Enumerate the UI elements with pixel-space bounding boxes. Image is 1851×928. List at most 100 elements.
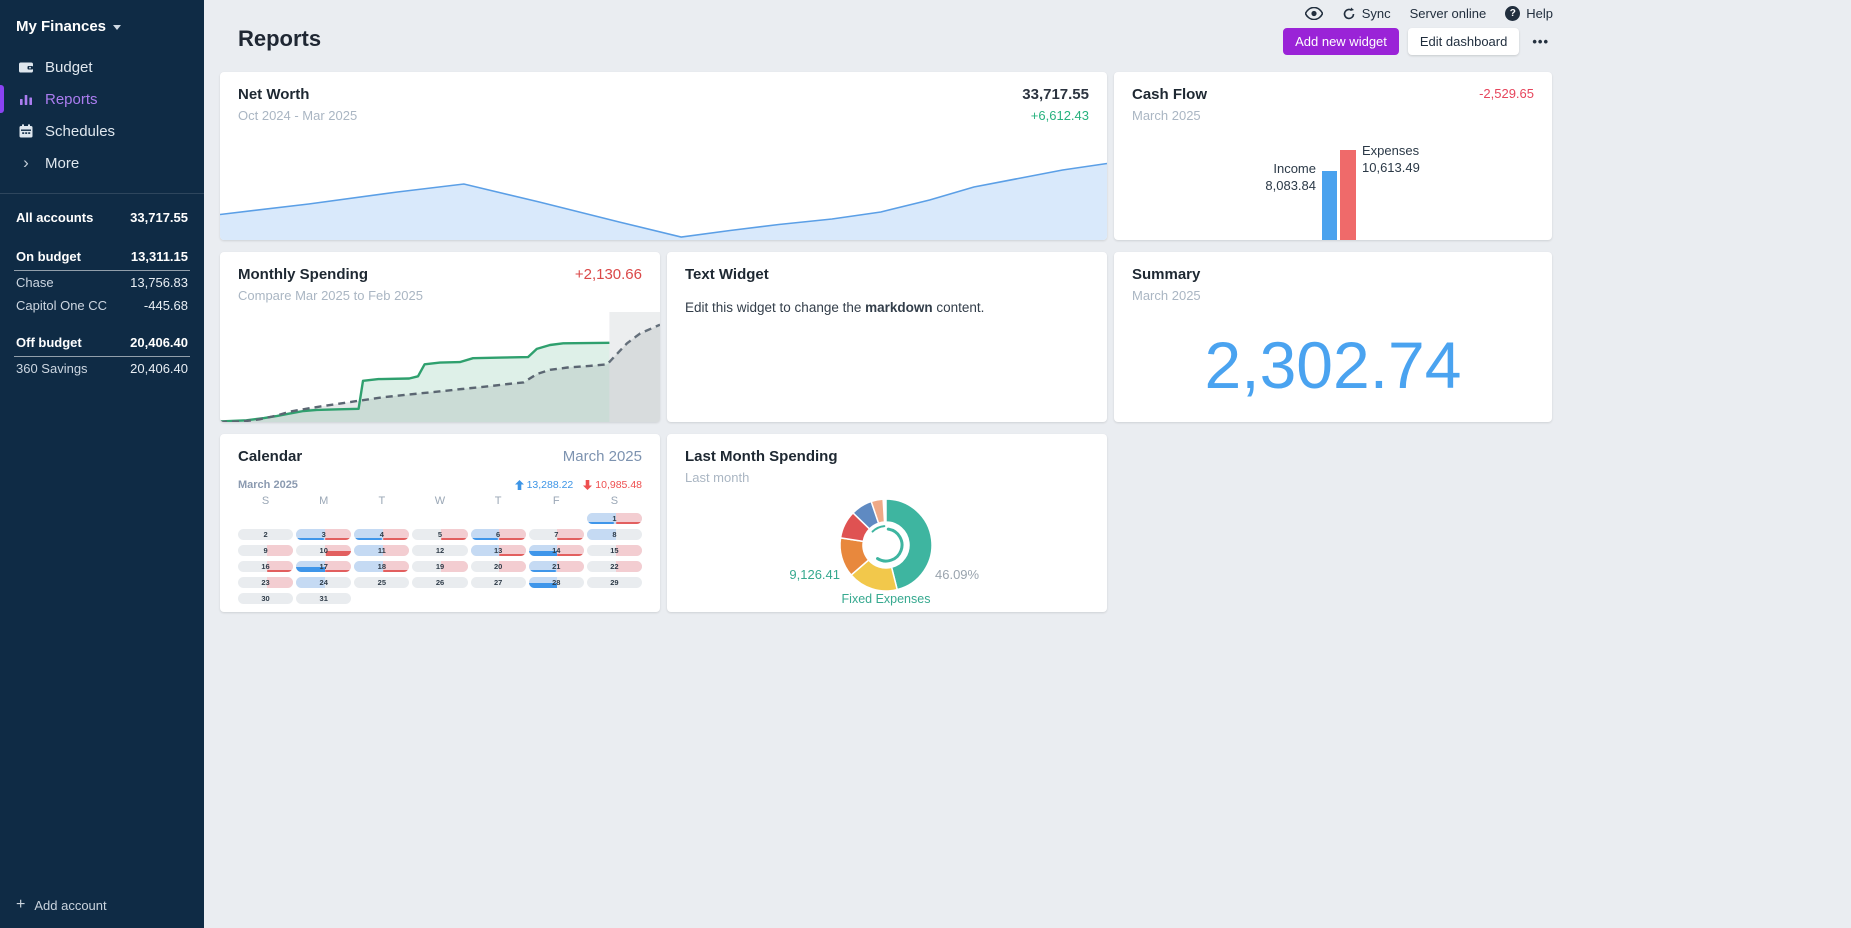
spending-top-percent: 46.09%	[935, 567, 980, 582]
widget-title: Calendar	[238, 448, 303, 465]
day-header: T	[494, 495, 502, 507]
calendar-day-24[interactable]: 24	[296, 577, 352, 588]
monthly-spending-delta: +2,130.66	[574, 266, 642, 283]
day-header: M	[319, 495, 329, 507]
eye-icon	[1304, 7, 1323, 20]
sidebar-item-more[interactable]: › More	[0, 147, 204, 179]
help-button[interactable]: ? Help	[1505, 6, 1553, 21]
calendar-day-1[interactable]: 1	[586, 513, 642, 524]
calendar-icon	[18, 123, 34, 139]
calendar-day-19[interactable]: 19	[412, 561, 468, 572]
sidebar-item-label: More	[45, 154, 80, 172]
accounts-list: All accounts 33,717.55 On budget 13,311.…	[0, 206, 204, 380]
server-status[interactable]: Server online	[1409, 6, 1487, 21]
net-worth-change: +6,612.43	[1030, 108, 1089, 123]
calendar-header: Calendar March 2025	[238, 448, 642, 465]
calendar-grid: 1 2 3 4 5 6 7 8 9 10 11 12 13 14 15 16 17 18 19 20 21 22 23 24 2…	[238, 513, 642, 604]
edit-dashboard-button[interactable]: Edit dashboard	[1407, 28, 1520, 55]
calendar-day-30[interactable]: 30	[238, 593, 294, 604]
calendar-day-29[interactable]: 29	[586, 577, 642, 588]
off-budget-row[interactable]: Off budget 20,406.40	[14, 331, 190, 357]
active-indicator	[0, 85, 4, 113]
net-worth-values: 33,717.55 +6,612.43	[1022, 86, 1089, 123]
summary-widget[interactable]: Summary March 2025 2,302.74	[1114, 252, 1552, 422]
expenses-label: Expenses 10,613.49	[1362, 143, 1420, 175]
caret-down-icon	[113, 25, 122, 30]
widget-title: Monthly Spending	[238, 266, 368, 283]
calendar-expense-total: 10,985.48	[583, 479, 642, 491]
calendar-day-27[interactable]: 27	[470, 577, 526, 588]
add-account-button[interactable]: + Add account	[16, 896, 107, 913]
net-worth-chart	[220, 162, 1107, 240]
sync-button[interactable]: Sync	[1342, 6, 1391, 21]
widget-title: Text Widget	[685, 266, 769, 283]
account-row-capitol-one[interactable]: Capitol One CC -445.68	[16, 298, 188, 313]
more-menu-button[interactable]: •••	[1528, 28, 1553, 55]
calendar-day-11[interactable]: 11	[354, 545, 410, 556]
sidebar-item-schedules[interactable]: Schedules	[0, 115, 204, 147]
widget-title: Summary	[1132, 266, 1201, 283]
sidebar-item-reports[interactable]: Reports	[0, 83, 204, 115]
widget-title: Cash Flow	[1132, 86, 1208, 103]
calendar-day-25[interactable]: 25	[354, 577, 410, 588]
net-worth-widget[interactable]: Net Worth Oct 2024 - Mar 2025 33,717.55 …	[220, 72, 1107, 240]
calendar-day-28[interactable]: 28	[528, 577, 584, 588]
topbar: Sync Server online ? Help	[1304, 6, 1553, 21]
calendar-day-17[interactable]: 17	[296, 561, 352, 572]
calendar-day-16[interactable]: 16	[238, 561, 294, 572]
calendar-widget[interactable]: Calendar March 2025 March 2025 13,288.22…	[220, 434, 660, 612]
day-header: T	[378, 495, 386, 507]
sidebar-divider	[0, 193, 204, 194]
cash-flow-net-value: -2,529.65	[1479, 86, 1534, 101]
last-month-spending-widget[interactable]: Last Month Spending Last month 9,126.41 …	[667, 434, 1107, 612]
calendar-day-21[interactable]: 21	[528, 561, 584, 572]
bar-chart-icon	[18, 91, 34, 107]
calendar-day-5[interactable]: 5	[412, 529, 468, 540]
calendar-subheader: March 2025 13,288.22 10,985.48	[238, 479, 642, 491]
on-budget-row[interactable]: On budget 13,311.15	[14, 245, 190, 271]
sidebar-item-budget[interactable]: Budget	[0, 51, 204, 83]
summary-value: 2,302.74	[1204, 328, 1462, 402]
calendar-day-13[interactable]: 13	[470, 545, 526, 556]
all-accounts-row[interactable]: All accounts 33,717.55	[16, 210, 188, 225]
day-header: S	[261, 495, 270, 507]
calendar-day-12[interactable]: 12	[412, 545, 468, 556]
calendar-day-8[interactable]: 8	[586, 529, 642, 540]
calendar-day-9[interactable]: 9	[238, 545, 294, 556]
cash-flow-widget[interactable]: Cash Flow March 2025 -2,529.65 Income 8,…	[1114, 72, 1552, 240]
widget-title: Last Month Spending	[685, 448, 838, 465]
calendar-day-4[interactable]: 4	[354, 529, 410, 540]
budget-selector[interactable]: My Finances	[0, 0, 204, 51]
spending-total: 9,126.41	[789, 567, 840, 582]
day-header: W	[434, 495, 446, 507]
calendar-day-18[interactable]: 18	[354, 561, 410, 572]
account-row-chase[interactable]: Chase 13,756.83	[16, 275, 188, 290]
day-header: S	[610, 495, 619, 507]
chevron-right-icon: ›	[23, 153, 29, 172]
calendar-day-20[interactable]: 20	[470, 561, 526, 572]
calendar-day-23[interactable]: 23	[238, 577, 294, 588]
calendar-day-14[interactable]: 14	[528, 545, 584, 556]
widget-subtitle: Last month	[685, 470, 750, 485]
calendar-day-3[interactable]: 3	[296, 529, 352, 540]
calendar-day-2[interactable]: 2	[238, 529, 294, 540]
calendar-day-15[interactable]: 15	[586, 545, 642, 556]
expenses-bar	[1340, 150, 1356, 240]
sidebar-item-label: Schedules	[45, 122, 116, 140]
text-widget[interactable]: Text Widget Edit this widget to change t…	[667, 252, 1107, 422]
calendar-day-10[interactable]: 10	[296, 545, 352, 556]
privacy-eye-button[interactable]	[1304, 7, 1323, 20]
add-new-widget-button[interactable]: Add new widget	[1283, 28, 1399, 55]
calendar-day-22[interactable]: 22	[586, 561, 642, 572]
calendar-day-31[interactable]: 31	[296, 593, 352, 604]
calendar-day-6[interactable]: 6	[470, 529, 526, 540]
calendar-month-sub: March 2025	[238, 479, 298, 491]
calendar-day-26[interactable]: 26	[412, 577, 468, 588]
account-row-360-savings[interactable]: 360 Savings 20,406.40	[16, 361, 188, 376]
calendar-income-total: 13,288.22	[514, 479, 573, 491]
monthly-spending-widget[interactable]: Monthly Spending Compare Mar 2025 to Feb…	[220, 252, 660, 422]
arrow-up-icon	[514, 480, 524, 490]
header-actions: Add new widget Edit dashboard •••	[1283, 28, 1553, 55]
calendar-day-7[interactable]: 7	[528, 529, 584, 540]
